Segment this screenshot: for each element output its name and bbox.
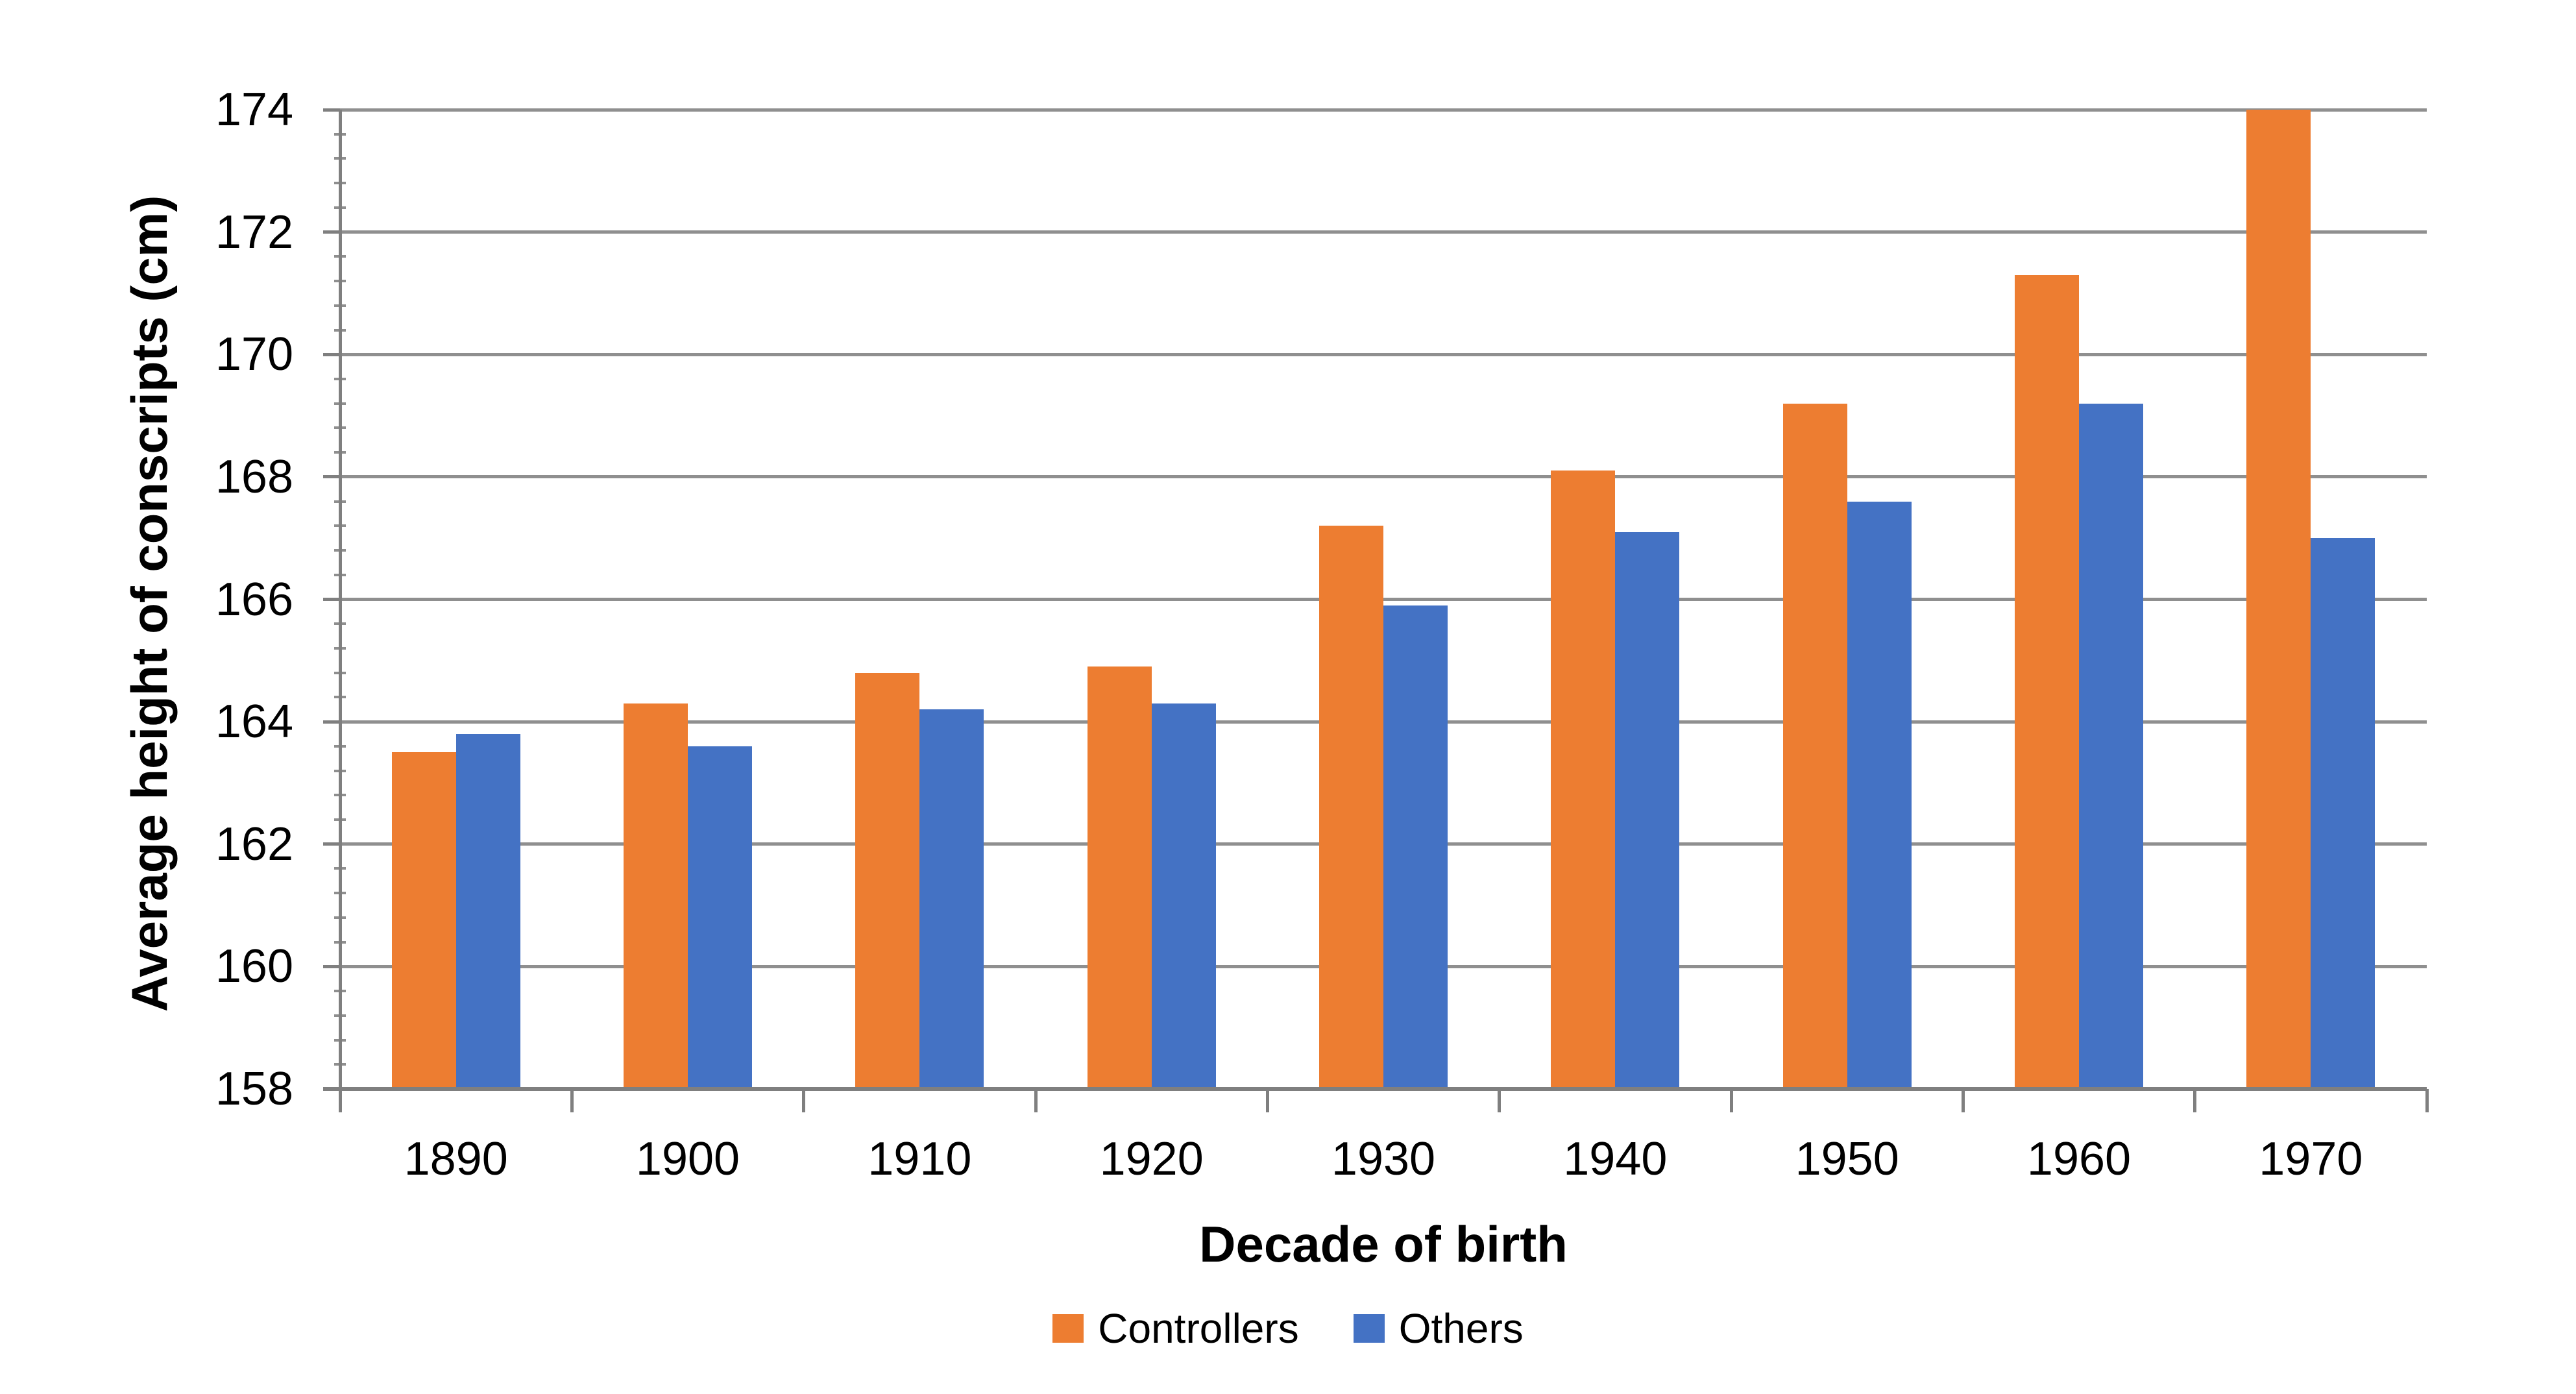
gridline-170 [340, 352, 2427, 356]
bar-controllers-1960 [2015, 275, 2079, 1089]
x-axis-line [323, 1087, 2427, 1091]
legend-item-others: Others [1353, 1305, 1524, 1352]
legend-swatch-controllers [1052, 1314, 1084, 1343]
x-tick-label-1970: 1970 [2259, 1133, 2363, 1185]
bar-others-1920 [1151, 703, 1216, 1089]
y-tick-label-160: 160 [215, 940, 293, 993]
x-tick [570, 1089, 574, 1112]
bar-controllers-1890 [391, 752, 456, 1089]
bar-others-1890 [456, 733, 520, 1089]
x-tick [1729, 1089, 1733, 1112]
x-tick [2193, 1089, 2197, 1112]
x-tick-label-1910: 1910 [868, 1133, 972, 1185]
x-tick [1961, 1089, 1965, 1112]
x-tick [802, 1089, 806, 1112]
x-tick-label-1950: 1950 [1795, 1133, 1899, 1185]
bar-controllers-1930 [1319, 526, 1383, 1089]
bar-controllers-1940 [1551, 471, 1616, 1089]
y-tick-label-172: 172 [215, 206, 293, 258]
y-tick-label-168: 168 [215, 450, 293, 503]
bar-controllers-1910 [855, 672, 920, 1089]
x-tick-label-1920: 1920 [1099, 1133, 1204, 1185]
legend-label-controllers: Controllers [1098, 1305, 1299, 1352]
x-tick-label-1890: 1890 [404, 1133, 508, 1185]
y-tick-172 [323, 230, 340, 234]
legend: Controllers Others [0, 1306, 2576, 1351]
bar-others-1950 [1847, 501, 1912, 1089]
y-tick-174 [323, 108, 340, 112]
x-tick-label-1960: 1960 [2026, 1133, 2132, 1185]
y-tick-166 [323, 598, 340, 601]
gridline-168 [340, 475, 2427, 479]
bar-controllers-1920 [1087, 666, 1152, 1089]
bar-others-1960 [2079, 403, 2143, 1089]
y-tick-164 [323, 720, 340, 724]
x-tick [1265, 1089, 1269, 1112]
x-tick [2425, 1089, 2429, 1112]
gridline-172 [340, 230, 2427, 234]
x-tick-label-1940: 1940 [1563, 1133, 1668, 1185]
legend-label-others: Others [1398, 1305, 1524, 1352]
y-tick-170 [323, 352, 340, 356]
x-axis-title: Decade of birth [1199, 1216, 1568, 1273]
x-tick-label-1900: 1900 [635, 1133, 740, 1185]
x-tick [1034, 1089, 1038, 1112]
legend-swatch-others [1353, 1314, 1385, 1343]
y-tick-162 [323, 842, 340, 846]
bar-others-1970 [2311, 538, 2376, 1089]
gridline-166 [340, 598, 2427, 601]
bar-controllers-1900 [624, 703, 688, 1089]
y-tick-168 [323, 475, 340, 479]
x-tick [1498, 1089, 1501, 1112]
y-tick-label-164: 164 [215, 696, 293, 748]
bar-others-1910 [919, 709, 984, 1089]
gridline-174 [340, 108, 2427, 112]
y-tick-label-170: 170 [215, 328, 293, 381]
y-tick-label-166: 166 [215, 573, 293, 626]
bar-others-1940 [1615, 532, 1680, 1089]
bar-others-1930 [1383, 605, 1448, 1089]
y-axis-line [338, 110, 342, 1110]
y-tick-160 [323, 964, 340, 968]
bar-controllers-1950 [1782, 403, 1847, 1089]
y-tick-label-174: 174 [215, 84, 293, 136]
x-tick-label-1930: 1930 [1331, 1133, 1436, 1185]
y-tick-label-158: 158 [215, 1063, 293, 1115]
legend-item-controllers: Controllers [1052, 1305, 1299, 1352]
bar-others-1900 [688, 746, 752, 1089]
y-tick-label-162: 162 [215, 818, 293, 870]
bar-controllers-1970 [2246, 110, 2311, 1089]
